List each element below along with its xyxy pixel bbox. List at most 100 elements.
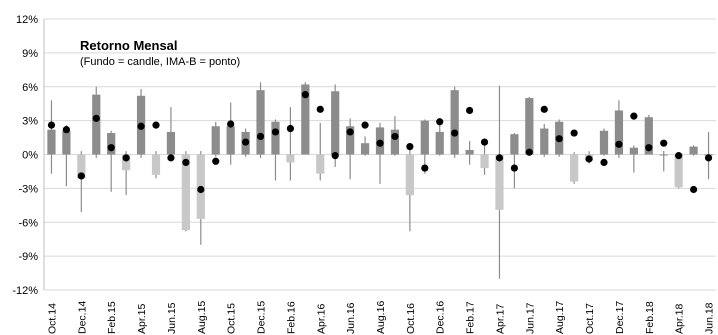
- candle-body: [62, 130, 71, 155]
- ima-b-point: [167, 154, 175, 162]
- ima-b-point: [271, 128, 280, 136]
- candle-body: [525, 98, 534, 155]
- candle-body: [629, 147, 638, 155]
- ima-b-point: [660, 139, 668, 147]
- ima-b-point: [256, 132, 265, 141]
- x-tick-label: Dec.15: [256, 301, 268, 334]
- candle-body: [271, 121, 280, 155]
- candle-body: [689, 146, 698, 155]
- candle-body: [644, 117, 653, 155]
- ima-b-point: [107, 144, 115, 152]
- ima-b-point: [122, 154, 130, 162]
- candle-body: [151, 154, 161, 175]
- ima-b-point: [555, 135, 563, 143]
- candle-body: [122, 154, 131, 171]
- ima-b-point: [704, 154, 713, 162]
- candle-body: [77, 154, 86, 179]
- ima-b-point: [286, 124, 294, 133]
- ima-b-point: [361, 121, 369, 129]
- ima-b-point: [495, 154, 504, 162]
- x-tick-label: Oct.16: [405, 303, 417, 334]
- ima-b-point: [630, 112, 638, 120]
- y-axis-ticks: 12% 9% 6% 3% 0% -3% -6% -9% -12%: [12, 14, 38, 297]
- ima-b-point: [421, 164, 429, 172]
- candle-body: [495, 154, 504, 210]
- candle-body: [540, 128, 549, 155]
- x-tick-label: Aug.15: [196, 301, 208, 334]
- candle-body: [301, 84, 310, 155]
- ima-b-point: [212, 157, 220, 165]
- candle-body: [316, 154, 325, 174]
- ima-b-point: [585, 155, 593, 163]
- chart-title: Retorno Mensal: [80, 38, 178, 53]
- candle-body: [435, 131, 444, 155]
- x-tick-label: Feb.16: [285, 301, 297, 334]
- ima-b-point: [77, 172, 85, 180]
- candle-body: [570, 154, 579, 182]
- candle-body: [614, 110, 624, 155]
- x-tick-label: Apr.16: [315, 303, 327, 334]
- y-tick-label: 0%: [22, 150, 38, 162]
- ima-b-point: [346, 128, 354, 136]
- ima-b-point: [675, 152, 683, 160]
- ima-b-point: [391, 132, 399, 141]
- candle-body: [92, 94, 101, 155]
- ima-b-point: [47, 121, 56, 129]
- candle-body: [346, 126, 355, 155]
- x-tick-label: Aug.16: [375, 301, 387, 334]
- ima-b-point: [197, 185, 205, 194]
- ima-b-point: [466, 106, 474, 115]
- y-tick-label: 3%: [22, 116, 38, 128]
- x-tick-label: Dec.17: [614, 301, 626, 334]
- ima-b-point: [331, 152, 339, 160]
- ima-b-point: [301, 91, 309, 99]
- candle-body: [256, 90, 265, 155]
- ima-b-point: [570, 129, 578, 137]
- candle-body: [390, 129, 400, 155]
- candle-body: [286, 154, 295, 163]
- x-axis-ticks: Oct.14 Dec.14 Feb.15 Apr.15 Jun.15 Aug.15 Oct.…: [46, 301, 715, 334]
- ima-b-point: [376, 139, 384, 147]
- x-tick-label: Jun.17: [524, 302, 536, 334]
- x-tick-label: Apr.15: [136, 303, 148, 334]
- ima-b-point: [540, 105, 548, 113]
- candle-body: [211, 126, 220, 155]
- x-tick-label: Dec.16: [435, 301, 447, 334]
- x-tick-label: Oct.14: [46, 303, 58, 334]
- x-tick-label: Feb.15: [106, 301, 118, 334]
- ima-b-point: [406, 142, 414, 151]
- x-tick-label: Jun.16: [345, 302, 357, 334]
- ima-b-point: [510, 164, 518, 172]
- candle-body: [405, 154, 414, 196]
- x-tick-label: Jun.18: [704, 302, 716, 334]
- ima-b-point: [600, 158, 608, 167]
- y-tick-label: -3%: [18, 183, 38, 195]
- ima-b-point: [137, 122, 145, 130]
- ima-b-point: [480, 138, 489, 146]
- ima-b-point: [615, 140, 623, 148]
- candle-body: [599, 130, 609, 155]
- candle-body: [450, 90, 459, 155]
- candle-body: [659, 154, 668, 156]
- y-tick-label: 6%: [22, 82, 38, 94]
- ima-b-point: [436, 118, 444, 126]
- x-tick-label: Dec.14: [76, 301, 88, 334]
- ima-b-point: [451, 129, 459, 137]
- candle-body: [420, 120, 429, 155]
- x-tick-label: Feb.18: [644, 301, 656, 334]
- y-tick-label: -9%: [18, 251, 38, 263]
- ima-b-point: [92, 114, 100, 122]
- x-tick-label: Aug.17: [554, 301, 566, 334]
- candle-body: [47, 129, 56, 155]
- y-tick-label: 9%: [22, 48, 38, 60]
- x-tick-label: Oct.17: [584, 303, 596, 334]
- candle-body: [166, 131, 176, 155]
- x-tick-label: Apr.18: [674, 303, 686, 334]
- ima-b-point: [182, 158, 190, 167]
- candle-body: [331, 91, 340, 155]
- candle-body: [107, 133, 116, 155]
- x-tick-label: Feb.17: [465, 301, 477, 334]
- ima-b-point: [690, 185, 698, 194]
- candle-body: [510, 134, 519, 155]
